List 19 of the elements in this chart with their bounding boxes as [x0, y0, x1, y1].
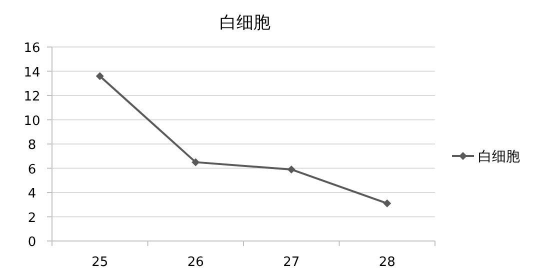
- x-tick-label: 25: [92, 255, 108, 270]
- point: [96, 72, 104, 80]
- y-tick-label: 10: [24, 114, 40, 129]
- chart-title: 白细胞: [220, 13, 270, 33]
- y-tick-label: 14: [24, 65, 40, 80]
- y-tick-label: 12: [24, 90, 40, 104]
- y-tick-label: 2: [28, 210, 36, 226]
- y-tick-label: 6: [28, 162, 36, 178]
- x-tick-label: 27: [283, 255, 300, 270]
- y-tick-label: 8: [28, 138, 36, 153]
- point: [383, 199, 392, 208]
- y-tick-label: 16: [24, 41, 40, 56]
- legend-label: 白细胞: [478, 149, 520, 165]
- point: [192, 158, 200, 166]
- x-tick-label: 28: [378, 255, 396, 270]
- y-tick-label: 4: [28, 186, 36, 202]
- x-tick-label: 26: [187, 255, 204, 270]
- point: [287, 165, 296, 174]
- y-tick-label: 0: [28, 235, 36, 250]
